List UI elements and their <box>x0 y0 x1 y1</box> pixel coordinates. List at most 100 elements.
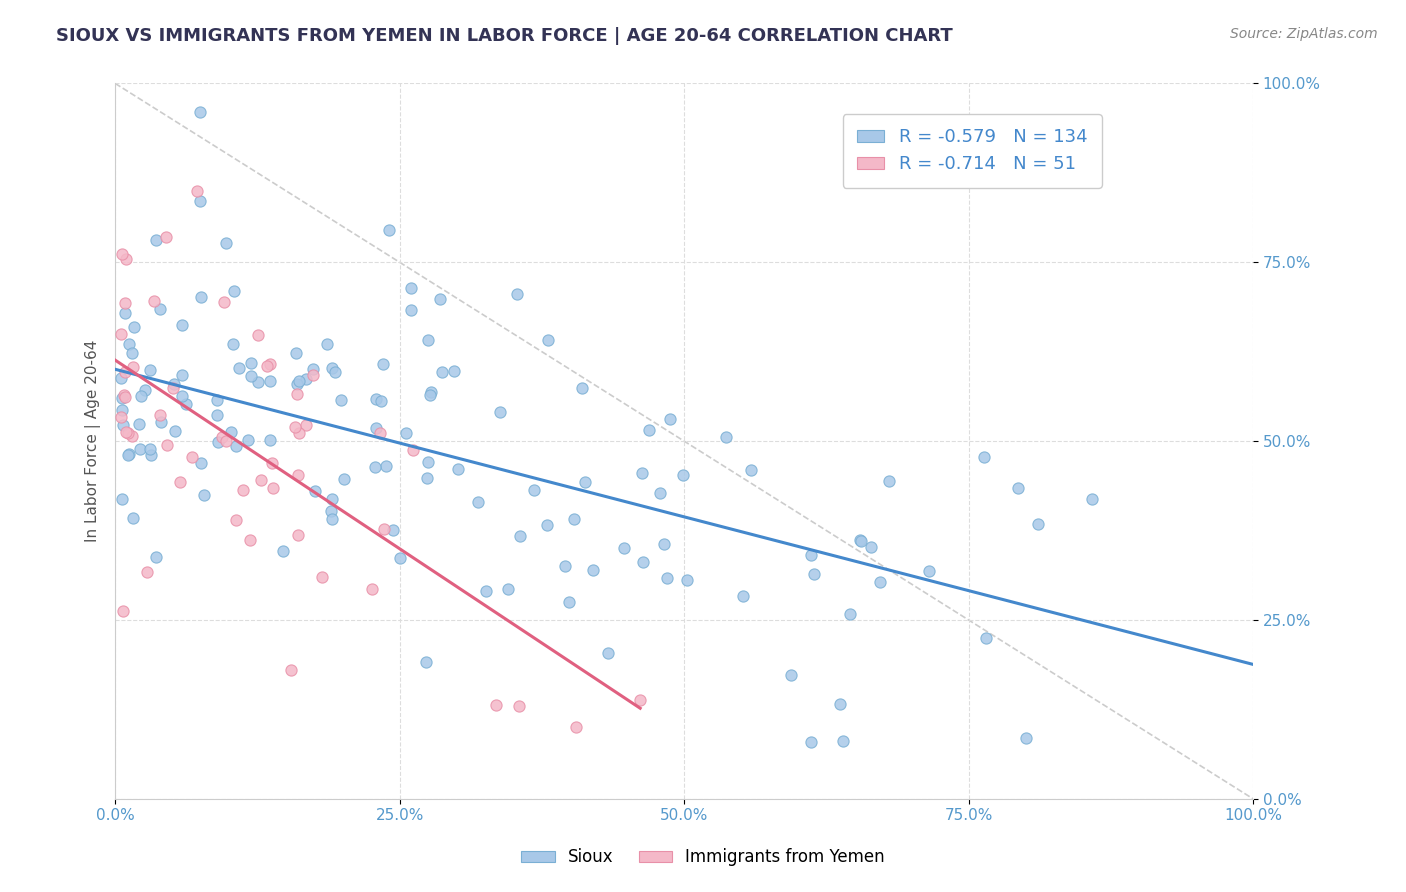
Point <box>657 571 679 585</box>
Point <box>828 698 851 712</box>
Point <box>212 294 235 309</box>
Point <box>304 483 326 498</box>
Point <box>973 450 995 465</box>
Point <box>374 458 396 473</box>
Text: Source: ZipAtlas.com: Source: ZipAtlas.com <box>1230 27 1378 41</box>
Point <box>859 540 882 554</box>
Point <box>236 434 259 448</box>
Point <box>215 236 238 251</box>
Point <box>368 425 391 440</box>
Point <box>429 292 451 306</box>
Point <box>249 473 271 487</box>
Point <box>139 362 162 376</box>
Point <box>129 442 152 457</box>
Point <box>122 320 145 334</box>
Point <box>415 471 437 485</box>
Point <box>565 720 588 734</box>
Point <box>207 434 229 449</box>
Point <box>121 429 143 443</box>
Point <box>190 105 212 120</box>
Point <box>311 570 333 584</box>
Point <box>672 467 695 482</box>
Point <box>148 301 170 316</box>
Point <box>122 359 145 374</box>
Point <box>523 483 546 498</box>
Point <box>172 368 194 382</box>
Point <box>676 573 699 587</box>
Point <box>378 223 401 237</box>
Point <box>582 563 605 577</box>
Point <box>373 522 395 536</box>
Point <box>180 450 202 464</box>
Point <box>169 475 191 489</box>
Point <box>128 417 150 431</box>
Point <box>172 318 194 332</box>
Point <box>508 698 530 713</box>
Point <box>224 284 246 298</box>
Point <box>190 290 212 304</box>
Point <box>142 294 165 309</box>
Point <box>800 548 823 562</box>
Point <box>280 663 302 677</box>
Point <box>247 328 270 343</box>
Point <box>574 475 596 489</box>
Point <box>446 462 468 476</box>
Point <box>129 389 152 403</box>
Point <box>225 512 247 526</box>
Point <box>287 468 309 483</box>
Point <box>849 533 872 548</box>
Point <box>285 377 308 392</box>
Point <box>366 421 388 435</box>
Point <box>193 488 215 502</box>
Point <box>571 381 593 395</box>
Point <box>112 387 135 401</box>
Point <box>1081 491 1104 506</box>
Point <box>382 523 405 537</box>
Point <box>260 456 283 470</box>
Point <box>554 558 576 573</box>
Point <box>467 494 489 508</box>
Point <box>114 296 136 310</box>
Point <box>111 604 134 618</box>
Point <box>134 383 156 397</box>
Point <box>271 544 294 558</box>
Point <box>416 334 439 348</box>
Point <box>111 391 134 405</box>
Point <box>373 357 395 371</box>
Point <box>225 439 247 453</box>
Point <box>215 434 238 448</box>
Point <box>112 418 135 433</box>
Point <box>361 582 384 597</box>
Point <box>496 582 519 596</box>
Point <box>803 567 825 582</box>
Point <box>118 447 141 461</box>
Point <box>110 410 132 425</box>
Point <box>115 425 138 439</box>
Point <box>416 455 439 469</box>
Point <box>156 437 179 451</box>
Point <box>145 233 167 247</box>
Point <box>240 368 263 383</box>
Point <box>186 184 208 198</box>
Point <box>415 655 437 669</box>
Point <box>288 426 311 441</box>
Point <box>370 394 392 409</box>
Point <box>596 646 619 660</box>
Point <box>321 360 343 375</box>
Point <box>329 392 352 407</box>
Point <box>659 412 682 426</box>
Point <box>239 356 262 370</box>
Point <box>731 589 754 603</box>
Point <box>652 536 675 550</box>
Point <box>302 368 325 382</box>
Point <box>228 361 250 376</box>
Text: SIOUX VS IMMIGRANTS FROM YEMEN IN LABOR FORCE | AGE 20-64 CORRELATION CHART: SIOUX VS IMMIGRANTS FROM YEMEN IN LABOR … <box>56 27 953 45</box>
Point <box>399 281 422 295</box>
Point <box>239 533 262 547</box>
Point <box>419 387 441 401</box>
Point <box>285 387 308 401</box>
Point <box>294 372 316 386</box>
Point <box>170 388 193 402</box>
Point <box>319 504 342 518</box>
Point <box>118 337 141 351</box>
